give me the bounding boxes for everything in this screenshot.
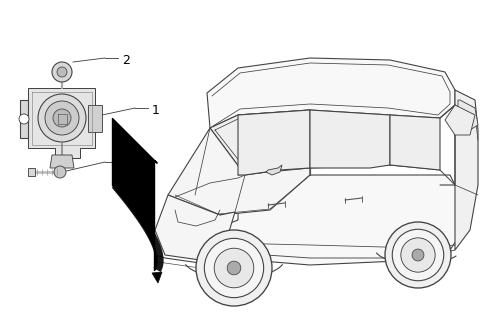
Circle shape	[204, 238, 264, 298]
Circle shape	[385, 222, 451, 288]
Polygon shape	[155, 195, 235, 260]
Circle shape	[392, 229, 444, 281]
Polygon shape	[210, 110, 310, 175]
Text: 3: 3	[122, 158, 130, 171]
Text: 1: 1	[152, 103, 160, 117]
Polygon shape	[88, 105, 102, 132]
Polygon shape	[215, 175, 460, 265]
Circle shape	[19, 114, 29, 124]
Circle shape	[45, 101, 79, 135]
Circle shape	[401, 238, 435, 272]
Circle shape	[53, 109, 71, 127]
Circle shape	[54, 166, 66, 178]
Polygon shape	[390, 115, 440, 170]
Circle shape	[214, 248, 254, 288]
Polygon shape	[20, 100, 28, 138]
Polygon shape	[266, 165, 282, 175]
Circle shape	[196, 230, 272, 306]
Polygon shape	[28, 88, 95, 158]
Polygon shape	[152, 272, 162, 283]
Polygon shape	[28, 168, 35, 176]
Circle shape	[227, 261, 241, 275]
Text: 2: 2	[122, 54, 130, 67]
Circle shape	[38, 94, 86, 142]
Polygon shape	[455, 90, 478, 250]
Polygon shape	[207, 58, 455, 128]
Polygon shape	[238, 110, 310, 175]
Polygon shape	[50, 155, 74, 168]
Polygon shape	[458, 100, 478, 130]
Circle shape	[52, 62, 72, 82]
Circle shape	[412, 249, 424, 261]
Polygon shape	[445, 105, 475, 135]
Polygon shape	[310, 110, 390, 168]
Circle shape	[57, 67, 67, 77]
Polygon shape	[168, 128, 310, 215]
